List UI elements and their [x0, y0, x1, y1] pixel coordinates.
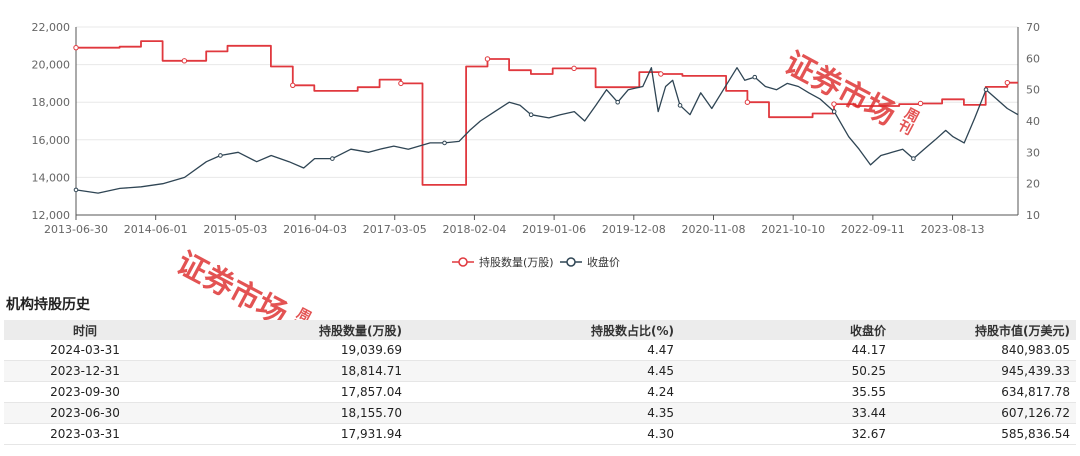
- holdings-price-chart: 12,000 14,000 16,000 18,000 20,000 22,000 10 20…: [32, 21, 1041, 269]
- x-tick-label: 2017-03-05: [363, 223, 427, 236]
- x-tick-label: 2019-12-08: [602, 223, 666, 236]
- x-tick-label: 2016-04-03: [283, 223, 347, 236]
- cell-date: 2023-06-30: [4, 402, 166, 424]
- cell-close: 33.44: [680, 402, 892, 424]
- cell-ratio: 4.24: [408, 381, 680, 403]
- x-tick-label: 2020-11-08: [682, 223, 746, 236]
- y-left-tick-label: 22,000: [32, 21, 71, 34]
- cell-date: 2024-03-31: [4, 340, 166, 361]
- price-point: [911, 156, 916, 161]
- x-tick-label: 2013-06-30: [44, 223, 108, 236]
- y-left-tick-label: 18,000: [32, 96, 71, 109]
- holdings-point: [398, 80, 404, 87]
- section-title: 机构持股历史: [6, 297, 90, 313]
- x-tick-label: 2023-08-13: [921, 223, 985, 236]
- legend-label: 收盘价: [587, 255, 620, 269]
- cell-value: 945,439.33: [892, 360, 1076, 382]
- holdings-point: [744, 99, 751, 105]
- price-point: [73, 187, 79, 193]
- table-row: 2023-09-30 17,857.04 4.24 35.55 634,817.…: [4, 381, 1076, 403]
- cell-date: 2023-12-31: [4, 360, 166, 382]
- holdings-point: [571, 65, 577, 72]
- cell-date: 2023-03-31: [4, 423, 166, 445]
- chart-axes: 12,000 14,000 16,000 18,000 20,000 22,000 10 20…: [32, 21, 1041, 236]
- x-tick-label: 2022-09-11: [841, 223, 905, 236]
- close-price-line: [75, 67, 1019, 194]
- chart-grid: [76, 26, 1018, 216]
- table-row: 2023-03-31 17,931.94 4.30 32.67 585,836.…: [4, 423, 1076, 445]
- price-point: [218, 153, 223, 158]
- legend-swatch-marker: [566, 257, 576, 267]
- cell-close: 50.25: [680, 360, 892, 382]
- chart-series: [73, 40, 1019, 194]
- price-point: [752, 74, 758, 80]
- holdings-step-line: [76, 40, 1018, 186]
- cell-close: 44.17: [680, 340, 892, 361]
- price-point: [615, 99, 620, 105]
- price-point: [677, 103, 683, 108]
- x-tick-label: 2019-01-06: [522, 223, 586, 236]
- y-left-tick-label: 20,000: [32, 59, 71, 72]
- cell-close: 32.67: [680, 423, 892, 445]
- chart-legend[interactable]: 持股数量(万股) 收盘价: [452, 255, 620, 269]
- holdings-point: [831, 101, 837, 107]
- y-right-tick-label: 40: [1026, 115, 1040, 128]
- cell-shares: 17,931.94: [166, 423, 408, 445]
- table-row: 2024-03-31 19,039.69 4.47 44.17 840,983.…: [4, 340, 1076, 361]
- x-tick-label: 2018-02-04: [442, 223, 506, 236]
- y-left-tick-label: 14,000: [32, 171, 71, 184]
- cell-value: 607,126.72: [892, 402, 1076, 424]
- legend-swatch-marker: [458, 257, 468, 267]
- x-tick-label: 2021-10-10: [761, 223, 825, 236]
- x-tick-label: 2014-06-01: [124, 223, 188, 236]
- cell-value: 634,817.78: [892, 381, 1076, 403]
- price-point: [831, 109, 837, 114]
- holdings-point: [1004, 79, 1011, 86]
- y-left-tick-label: 12,000: [32, 209, 71, 222]
- cell-shares: 19,039.69: [166, 340, 408, 361]
- header-date[interactable]: 时间: [4, 320, 166, 340]
- holdings-point: [484, 56, 491, 62]
- cell-ratio: 4.30: [408, 423, 680, 445]
- legend-label: 持股数量(万股): [479, 255, 554, 269]
- cell-shares: 17,857.04: [166, 381, 408, 403]
- cell-shares: 18,155.70: [166, 402, 408, 424]
- price-point: [983, 87, 989, 92]
- header-value[interactable]: 持股市值(万美元): [892, 320, 1076, 340]
- table-row: 2023-12-31 18,814.71 4.45 50.25 945,439.…: [4, 360, 1076, 382]
- holdings-point: [73, 44, 79, 51]
- header-ratio[interactable]: 持股数占比(%): [408, 320, 680, 340]
- header-close[interactable]: 收盘价: [680, 320, 892, 340]
- y-right-tick-label: 30: [1026, 146, 1040, 159]
- y-right-tick-label: 20: [1026, 178, 1040, 191]
- cell-date: 2023-09-30: [4, 381, 166, 403]
- y-right-tick-label: 50: [1026, 84, 1040, 97]
- cell-close: 35.55: [680, 381, 892, 403]
- cell-value: 585,836.54: [892, 423, 1076, 445]
- table-row: 2023-06-30 18,155.70 4.35 33.44 607,126.…: [4, 402, 1076, 424]
- price-point: [442, 140, 447, 146]
- y-left-tick-label: 16,000: [32, 134, 71, 147]
- holdings-point: [181, 58, 188, 64]
- cell-shares: 18,814.71: [166, 360, 408, 382]
- table-header-row: 时间 持股数量(万股) 持股数占比(%) 收盘价 持股市值(万美元): [4, 320, 1076, 340]
- header-shares[interactable]: 持股数量(万股): [166, 320, 408, 340]
- y-right-tick-label: 70: [1026, 21, 1040, 34]
- holdings-point: [658, 71, 664, 77]
- holdings-table: 时间 持股数量(万股) 持股数占比(%) 收盘价 持股市值(万美元) 2024-…: [4, 320, 1076, 445]
- cell-value: 840,983.05: [892, 340, 1076, 361]
- holdings-point: [917, 100, 924, 107]
- cell-ratio: 4.35: [408, 402, 680, 424]
- price-point: [330, 156, 335, 161]
- cell-ratio: 4.45: [408, 360, 680, 382]
- cell-ratio: 4.47: [408, 340, 680, 361]
- y-right-tick-label: 10: [1026, 209, 1040, 222]
- holdings-point: [290, 82, 296, 88]
- y-right-tick-label: 60: [1026, 52, 1040, 65]
- x-tick-label: 2015-05-03: [203, 223, 267, 236]
- price-point: [528, 112, 534, 118]
